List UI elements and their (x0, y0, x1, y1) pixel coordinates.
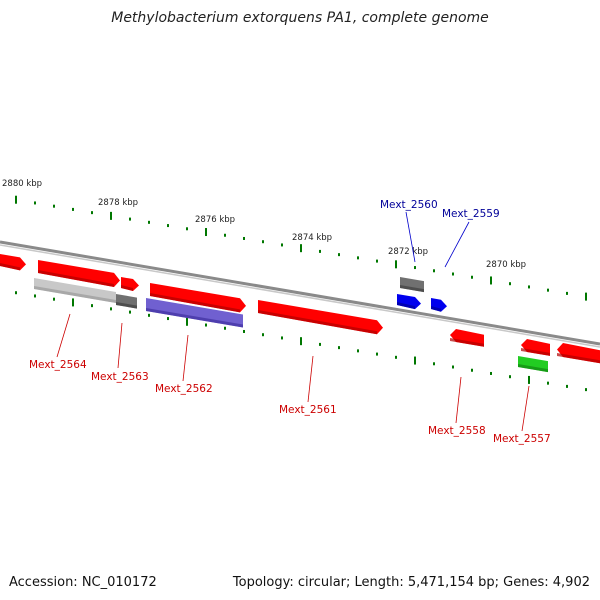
scale-label: 2876 kbp (195, 215, 235, 225)
gene-label[interactable]: Mext_2563 (91, 371, 149, 383)
scale-ticks-bottom (15, 291, 587, 392)
gene-feature[interactable] (400, 277, 424, 293)
gene-label[interactable]: Mext_2561 (279, 404, 337, 416)
gene-feature[interactable] (450, 329, 484, 347)
gene-feature[interactable] (121, 277, 139, 292)
gene-feature[interactable] (150, 283, 246, 313)
scale-ticks-top (15, 195, 587, 301)
scale-label: 2872 kbp (388, 247, 428, 257)
gene-label[interactable]: Mext_2558 (428, 425, 486, 437)
gene-label[interactable]: Mext_2562 (155, 383, 213, 395)
backbone-line-inner (0, 244, 600, 348)
gene-feature[interactable] (0, 254, 26, 271)
scale-label: 2870 kbp (486, 260, 526, 270)
label-leader-line (521, 385, 530, 432)
gene-feature[interactable] (518, 356, 548, 373)
label-leaders (56, 211, 530, 432)
gene-feature[interactable] (557, 343, 600, 364)
gene-feature[interactable] (397, 294, 421, 310)
map-title: Methylobacterium extorquens PA1, complet… (111, 10, 489, 26)
gene-feature[interactable] (521, 339, 550, 356)
gene-features (0, 254, 600, 373)
label-leader-line (405, 211, 416, 263)
genome-summary-text: Topology: circular; Length: 5,471,154 bp… (232, 575, 590, 590)
scale-label: 2874 kbp (292, 233, 332, 243)
label-leader-line (117, 322, 123, 369)
label-leader-line (455, 376, 462, 424)
label-leader-line (182, 334, 189, 382)
genome-backbone (0, 240, 600, 348)
gene-label[interactable]: Mext_2564 (29, 359, 87, 371)
gene-feature[interactable] (431, 298, 447, 312)
gene-feature[interactable] (34, 278, 116, 303)
scale-label: 2880 kbp (2, 179, 42, 189)
gene-label[interactable]: Mext_2557 (493, 433, 551, 445)
gene-feature[interactable] (38, 260, 120, 287)
gene-label[interactable]: Mext_2559 (442, 208, 500, 220)
label-leader-line (56, 313, 71, 358)
scale-labels: 2880 kbp 2878 kbp 2876 kbp 2874 kbp 2872 kbp… (2, 179, 526, 270)
gene-labels: Mext_2564 Mext_2563 Mext_2562 Mext_2561 Mext… (29, 199, 551, 445)
scale-label: 2878 kbp (98, 198, 138, 208)
backbone-line-outer (0, 240, 600, 346)
label-leader-line (444, 221, 470, 268)
gene-feature[interactable] (258, 300, 383, 335)
label-leader-line (307, 355, 314, 403)
gene-label[interactable]: Mext_2560 (380, 199, 438, 211)
gene-feature[interactable] (116, 294, 137, 309)
gene-feature[interactable] (146, 298, 243, 328)
accession-text: Accession: NC_010172 (9, 575, 157, 590)
